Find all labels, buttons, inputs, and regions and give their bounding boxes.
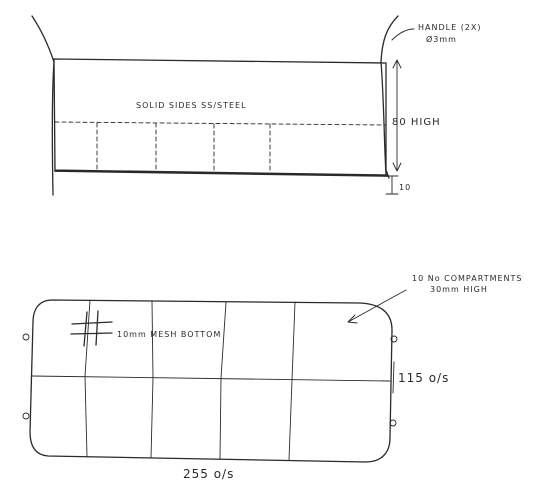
base-dimension-line	[385, 175, 399, 195]
handle-note-line2: Ø3mm	[426, 34, 457, 44]
plan-handle-loop	[22, 412, 30, 420]
width-label: 115 o/s	[398, 371, 449, 385]
plan-view: 10mm MESH BOTTOM 10 No COMPARTMENTS 30mm…	[22, 274, 522, 481]
sides-label: SOLID SIDES SS/STEEL	[136, 101, 247, 110]
plan-divider	[288, 301, 296, 461]
plan-handle-loop	[22, 333, 30, 341]
left-handle	[31, 15, 55, 196]
height-label: 80 HIGH	[392, 117, 441, 128]
plan-divider	[219, 301, 227, 460]
compartments-leader-arrow	[347, 289, 407, 324]
compartments-note-line2: 30mm HIGH	[430, 285, 488, 294]
plan-divider	[150, 300, 154, 459]
width-dimension-line	[392, 361, 395, 394]
length-label: 255 o/s	[183, 467, 234, 481]
right-handle	[380, 15, 399, 176]
side-elevation: SOLID SIDES SS/STEEL 80 HIGH 10 HANDLE (…	[31, 15, 482, 196]
plan-divider	[84, 299, 91, 458]
mesh-label: 10mm MESH BOTTOM	[117, 330, 221, 339]
compartment-top-hidden-line	[54, 121, 386, 126]
compartments-note-line1: 10 No COMPARTMENTS	[412, 274, 522, 283]
plan-mid-rib	[31, 375, 391, 382]
basket-body-outline	[53, 58, 390, 179]
mesh-symbol	[70, 310, 113, 347]
plan-handle-loop	[390, 335, 398, 343]
base-label: 10	[399, 183, 411, 192]
height-dimension-arrow-bottom	[392, 162, 402, 172]
plan-outline	[29, 299, 393, 463]
handle-leader-line	[391, 28, 415, 41]
plan-handle-loop	[389, 419, 397, 427]
height-dimension-arrow-top	[392, 59, 402, 69]
basket-base-line	[54, 170, 389, 177]
handle-note-line1: HANDLE (2X)	[418, 23, 482, 32]
